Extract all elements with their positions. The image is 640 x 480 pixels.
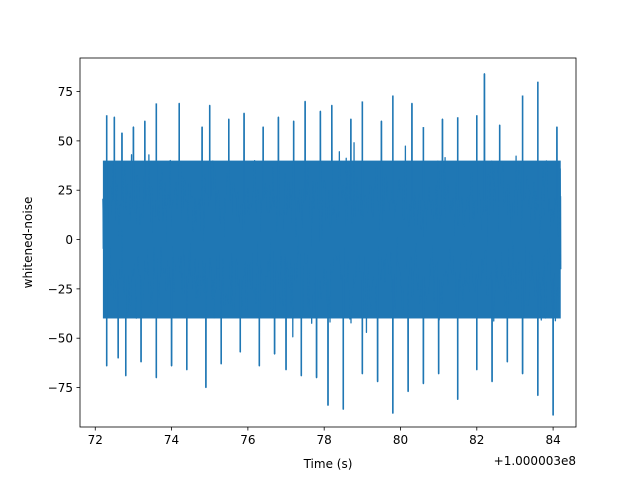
x-tick-label: 76: [240, 433, 255, 447]
x-tick-label: 82: [469, 433, 484, 447]
x-axis-label: Time (s): [303, 457, 353, 471]
series-layer: [102, 73, 562, 416]
x-tick-label: 74: [164, 433, 179, 447]
x-tick-label: 84: [545, 433, 560, 447]
plot-frame: [79, 57, 577, 428]
x-offset-label: +1.000003e8: [494, 454, 576, 468]
y-tick-label: −50: [48, 332, 73, 346]
y-tick-label: 50: [58, 134, 73, 148]
x-tick-label: 80: [393, 433, 408, 447]
y-tick-label: −25: [48, 282, 73, 296]
x-tick-label: 78: [317, 433, 332, 447]
y-tick-label: 0: [65, 233, 73, 247]
y-axis-label: whitened-noise: [21, 197, 35, 289]
y-tick-label: −75: [48, 381, 73, 395]
x-tick-label: 72: [88, 433, 103, 447]
y-tick-label: 75: [58, 85, 73, 99]
axes-layer: 72 74 76 78 80 82 84 −75 −50 −25 0 25 50 75: [48, 57, 577, 447]
y-tick-label: 25: [58, 184, 73, 198]
